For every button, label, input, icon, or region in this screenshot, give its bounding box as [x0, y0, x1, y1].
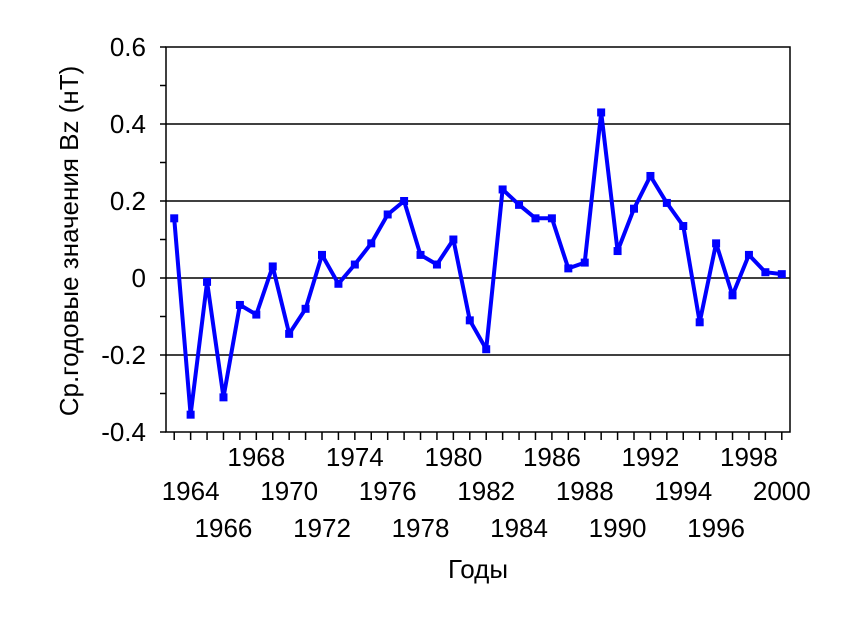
data-point	[268, 262, 277, 271]
x-tick-label: 1992	[621, 442, 679, 472]
x-tick-label: 1970	[260, 476, 318, 506]
x-tick-label: 1986	[523, 442, 581, 472]
y-tick-label: -0.2	[101, 340, 146, 370]
x-axis-ticks	[173, 432, 783, 440]
data-point	[482, 345, 491, 354]
x-tick-label: 1984	[490, 513, 548, 543]
data-point	[712, 239, 721, 248]
data-point	[679, 222, 688, 231]
data-point	[662, 198, 671, 207]
data-point	[170, 214, 179, 223]
data-point	[367, 239, 376, 248]
data-point	[547, 214, 556, 223]
data-point	[318, 250, 326, 259]
data-point	[761, 268, 770, 277]
x-axis-label: Годы	[448, 554, 508, 584]
data-point	[350, 260, 359, 269]
series-line	[172, 110, 783, 417]
x-tick-label: 1976	[359, 476, 417, 506]
data-point	[498, 185, 507, 194]
data-point	[630, 204, 638, 213]
data-point	[400, 197, 409, 205]
x-tick-label: 1964	[162, 476, 220, 506]
y-tick-label: 0.2	[110, 186, 146, 216]
y-axis-label: Ср.годовые значения Bz (нТ)	[54, 66, 84, 417]
data-point	[744, 250, 753, 259]
data-point	[219, 393, 228, 402]
data-point	[416, 250, 425, 259]
x-tick-label: 1982	[457, 476, 515, 506]
data-point	[515, 200, 524, 209]
x-tick-label: 1990	[589, 513, 647, 543]
data-point	[695, 318, 704, 327]
y-tick-label: -0.4	[101, 417, 146, 447]
data-point	[449, 235, 458, 244]
x-tick-label: 2000	[753, 476, 811, 506]
y-tick-label: 0.6	[110, 32, 146, 62]
data-point	[203, 277, 212, 286]
x-tick-label: 1980	[424, 442, 482, 472]
data-point	[531, 214, 540, 223]
data-point	[301, 304, 310, 313]
data-point	[613, 247, 622, 256]
x-tick-label: 1968	[227, 442, 285, 472]
data-point	[252, 310, 261, 319]
y-tick-label: 0.4	[110, 109, 146, 139]
data-point	[334, 279, 343, 288]
data-point	[646, 171, 655, 180]
data-point	[285, 329, 294, 338]
data-point	[465, 316, 474, 325]
data-point	[728, 291, 737, 300]
x-tick-label: 1974	[326, 442, 384, 472]
y-tick-label: 0	[132, 263, 146, 293]
data-point	[597, 108, 606, 117]
data-point	[186, 410, 195, 419]
data-point	[383, 210, 392, 219]
data-point	[564, 264, 573, 273]
data-point	[777, 270, 786, 279]
x-tick-labels: 1964 1966 1968 1970 1972 1974 1976 1978 1980 1982…	[162, 442, 811, 543]
y-tick-labels: -0.4 -0.2 0 0.2 0.4 0.6	[101, 32, 146, 447]
y-axis-ticks	[160, 46, 166, 433]
plot-frame	[165, 46, 791, 433]
x-tick-label: 1972	[293, 513, 351, 543]
x-tick-label: 1998	[720, 442, 778, 472]
series-markers	[170, 108, 786, 419]
data-point	[580, 258, 589, 267]
x-tick-label: 1996	[687, 513, 745, 543]
x-tick-label: 1966	[195, 513, 253, 543]
x-tick-label: 1994	[654, 476, 712, 506]
x-tick-label: 1978	[392, 513, 450, 543]
data-point	[432, 260, 441, 269]
data-point	[235, 300, 244, 309]
x-tick-label: 1988	[556, 476, 614, 506]
